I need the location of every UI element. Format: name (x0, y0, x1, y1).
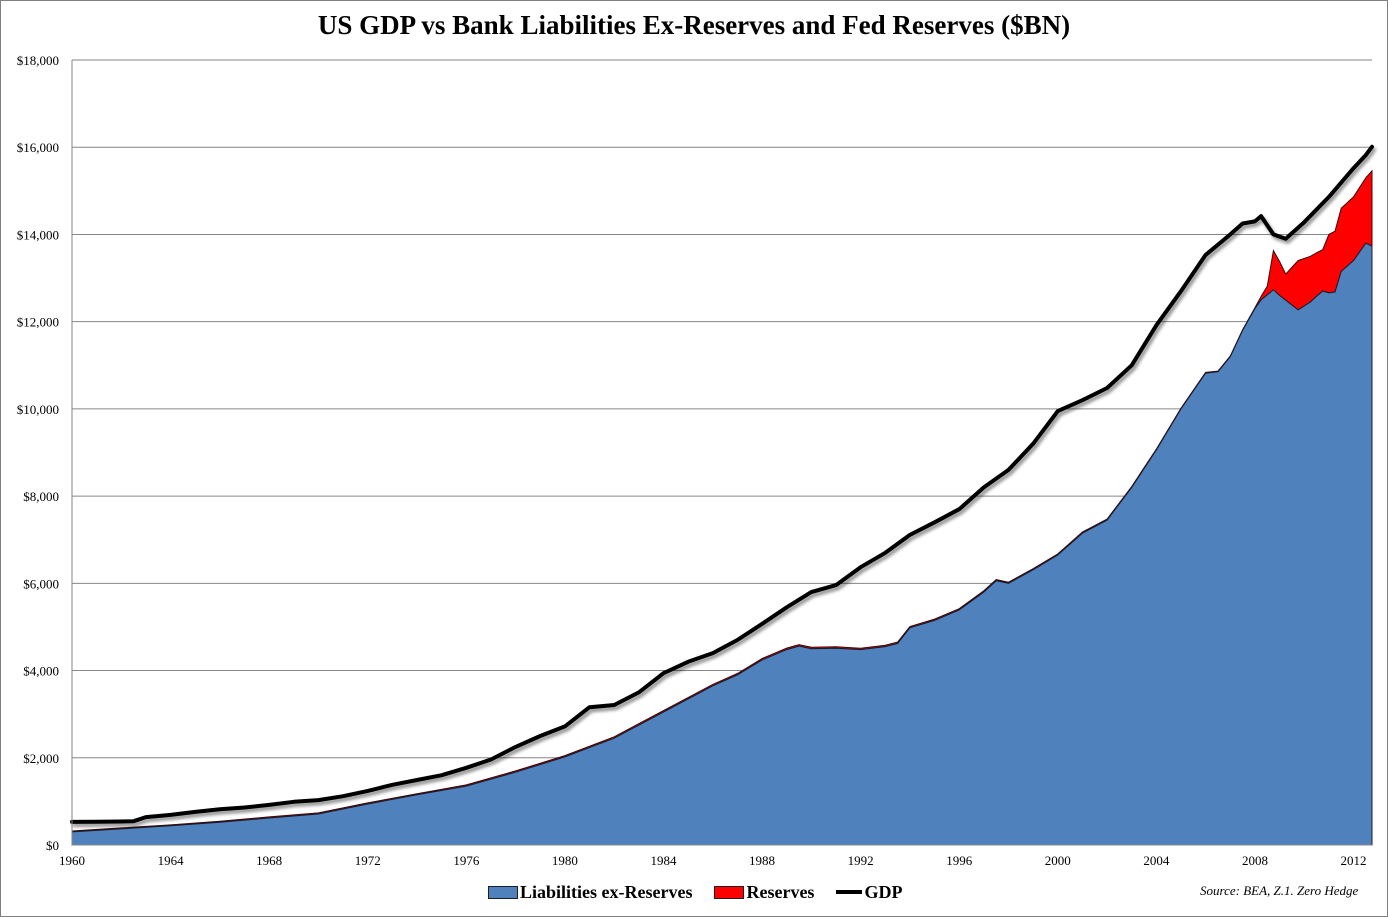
chart-title: US GDP vs Bank Liabilities Ex-Reserves a… (317, 10, 1071, 40)
x-axis-ticks: 1960 1964 1968 1972 1976 1980 1984 1988 1992 1996… (59, 853, 1367, 868)
y-tick-label: $16,000 (17, 140, 59, 155)
x-tick-label: 1996 (946, 853, 973, 868)
x-tick-label: 1960 (59, 853, 85, 868)
y-tick-label: $14,000 (17, 227, 59, 242)
legend-item-liabilities: Liabilities ex-Reserves (488, 882, 692, 903)
x-tick-label: 1980 (552, 853, 578, 868)
x-tick-label: 1972 (355, 853, 381, 868)
y-tick-label: $8,000 (23, 489, 59, 504)
y-tick-label: $10,000 (17, 402, 59, 417)
x-tick-label: 2000 (1045, 853, 1071, 868)
y-tick-label: $2,000 (23, 751, 59, 766)
x-tick-label: 2012 (1341, 853, 1367, 868)
y-tick-label: $6,000 (23, 576, 59, 591)
legend-label-reserves: Reserves (746, 881, 815, 902)
x-tick-label: 1964 (158, 853, 185, 868)
y-tick-label: $0 (46, 838, 59, 853)
y-tick-label: $4,000 (23, 664, 59, 679)
x-tick-label: 2008 (1242, 853, 1268, 868)
areas (71, 169, 1373, 846)
x-tick-label: 1988 (749, 853, 775, 868)
lines (70, 144, 1374, 824)
source-note: Source: BEA, Z.1. Zero Hedge (1200, 883, 1359, 898)
legend-item-gdp: GDP (836, 882, 902, 903)
legend-label-liabilities: Liabilities ex-Reserves (520, 881, 693, 902)
x-tick-label: 2004 (1143, 853, 1170, 868)
x-tick-label: 1992 (848, 853, 874, 868)
y-tick-label: $12,000 (17, 315, 59, 330)
legend-label-gdp: GDP (864, 881, 903, 902)
legend-swatch-liabilities (488, 885, 518, 899)
x-tick-label: 1976 (453, 853, 480, 868)
x-tick-label: 1968 (256, 853, 282, 868)
line-gdp (70, 144, 1374, 824)
y-tick-label: $18,000 (17, 53, 59, 68)
legend-swatch-gdp (836, 890, 863, 894)
legend-swatch-reserves (714, 885, 745, 899)
axes (71, 60, 1372, 846)
legend: Liabilities ex-Reserves Reserves GDP (488, 880, 924, 904)
x-tick-label: 1984 (650, 853, 677, 868)
area-liabilities-ex-reserves (71, 242, 1373, 846)
y-axis-ticks: $0 $2,000 $4,000 $6,000 $8,000 $10,000 $12,000… (17, 53, 59, 853)
legend-item-reserves: Reserves (714, 882, 814, 903)
